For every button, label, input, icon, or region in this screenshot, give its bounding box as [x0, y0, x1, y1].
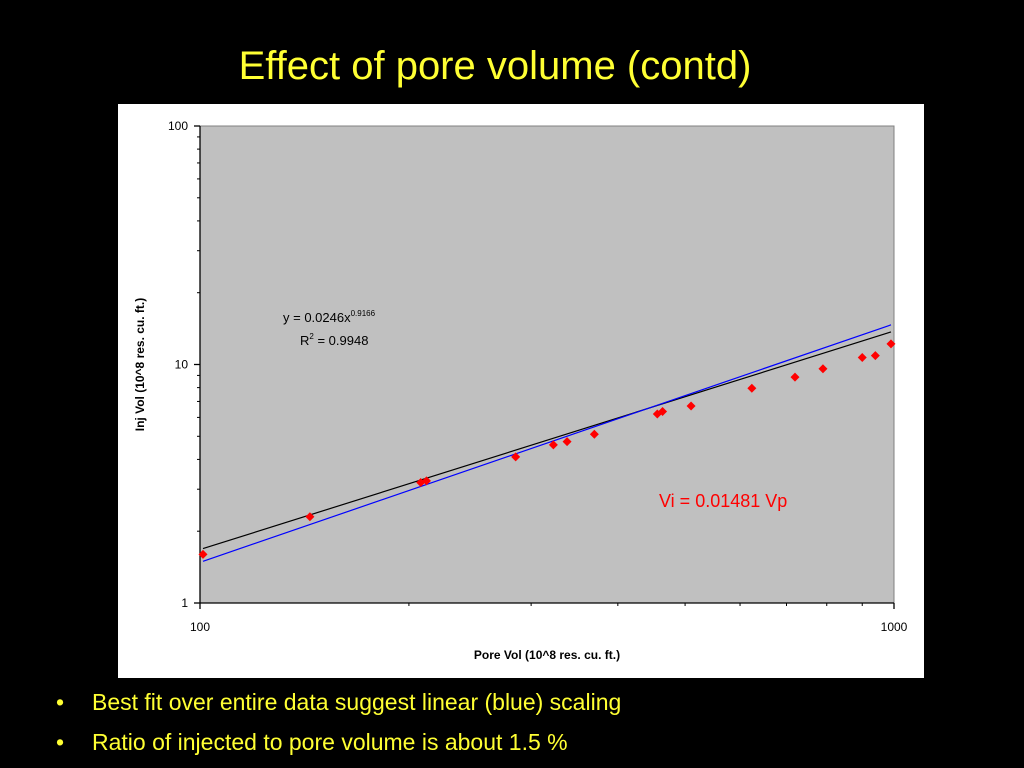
x-axis-label: Pore Vol (10^8 res. cu. ft.): [474, 648, 620, 662]
bullet-glyph: •: [56, 729, 65, 755]
tick-marks: [194, 125, 895, 609]
slide-title: Effect of pore volume (contd): [238, 44, 752, 88]
data-point: [562, 437, 572, 447]
power-fit-equation-base: y = 0.0246x: [283, 310, 351, 325]
data-point: [870, 351, 880, 361]
x-tick-label: 1000: [881, 620, 908, 634]
r-squared-value: = 0.9948: [314, 333, 369, 348]
power-fit-equation: y = 0.0246x0.9166: [283, 309, 376, 325]
x-tick-label: 100: [190, 620, 210, 634]
data-point: [658, 407, 668, 417]
data-point: [589, 429, 599, 439]
chart-panel: 1 10 100 100 1000 Pore Vol (10^8 res. cu. ft…: [118, 104, 924, 678]
data-point: [686, 401, 696, 411]
power-fit-exponent: 0.9166: [351, 309, 376, 318]
bullet-item: • Ratio of injected to pore volume is abo…: [56, 724, 621, 764]
r-squared-superscript: 2: [309, 332, 314, 341]
plot-area: [199, 125, 895, 604]
y-tick-label: 10: [175, 358, 189, 372]
data-point: [818, 364, 828, 374]
data-point: [198, 549, 208, 559]
y-axis-label: Inj Vol (10^8 res. cu. ft.): [133, 298, 147, 431]
y-tick-label: 100: [168, 119, 188, 133]
data-point: [421, 476, 431, 486]
data-point: [790, 372, 800, 382]
data-points: [198, 339, 896, 559]
linear-trendline: [202, 324, 892, 562]
data-point: [305, 512, 315, 522]
y-tick-label: 1: [181, 596, 188, 610]
power-fit-r-squared: R2 = 0.9948: [300, 332, 368, 348]
bullet-text: Best fit over entire data suggest linear…: [92, 689, 622, 715]
data-point: [747, 383, 757, 393]
data-point: [511, 452, 521, 462]
trendlines: [202, 324, 892, 562]
data-point: [886, 339, 896, 349]
data-point: [548, 440, 558, 450]
tick-labels: 1 10 100 100 1000: [168, 119, 908, 634]
power-trendline: [202, 331, 892, 550]
bullet-list: • Best fit over entire data suggest linea…: [56, 684, 621, 764]
bullet-item: • Best fit over entire data suggest linea…: [56, 684, 621, 724]
r-squared-prefix: R: [300, 333, 309, 348]
linear-fit-equation: Vi = 0.01481 Vp: [659, 491, 787, 511]
data-point: [857, 352, 867, 362]
bullet-glyph: •: [56, 689, 65, 715]
chart-svg: 1 10 100 100 1000 Pore Vol (10^8 res. cu. ft…: [133, 119, 908, 662]
bullet-text: Ratio of injected to pore volume is abou…: [92, 729, 568, 755]
